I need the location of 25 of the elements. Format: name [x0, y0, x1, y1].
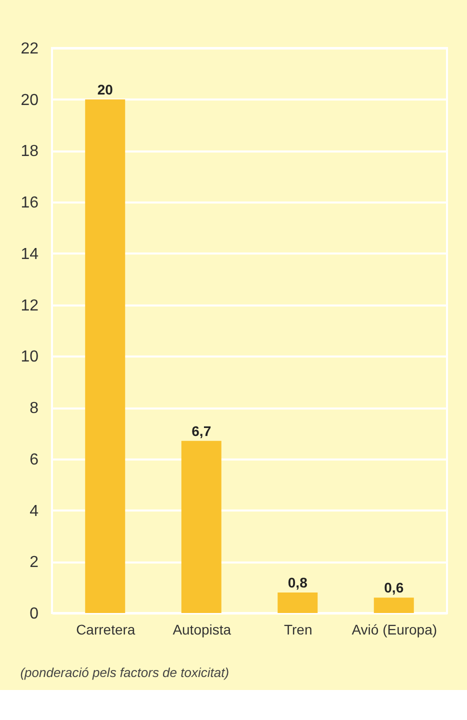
data-label: 20: [97, 81, 114, 98]
y-tick-label: 0: [30, 606, 39, 622]
data-label: 6,7: [192, 422, 212, 439]
x-tick-label: Avió (Europa): [352, 622, 438, 638]
bar: [278, 592, 318, 613]
y-tick-label: 12: [20, 297, 39, 314]
y-tick-label: 16: [20, 194, 39, 212]
y-tick-label: 6: [30, 451, 39, 468]
y-tick-label: 4: [30, 502, 39, 520]
x-tick-label: Tren: [284, 622, 312, 638]
y-tick-label: 8: [30, 400, 39, 418]
text: (ponderació pels factors de toxicitat): [20, 665, 230, 680]
bar: [85, 99, 126, 613]
y-tick-label: 2: [30, 554, 39, 572]
y-tick-label: 22: [20, 40, 39, 58]
x-tick-label: Carretera: [76, 622, 136, 638]
bar: [374, 598, 414, 613]
x-tick-label: Autopista: [172, 622, 232, 638]
y-tick-label: 14: [20, 246, 39, 263]
y-tick-label: 10: [20, 348, 39, 366]
data-label: 0,6: [384, 580, 404, 596]
data-label: 0,8: [288, 574, 308, 590]
bar: [181, 440, 222, 613]
y-tick-label: 20: [20, 92, 39, 109]
y-tick-label: 18: [20, 143, 39, 160]
